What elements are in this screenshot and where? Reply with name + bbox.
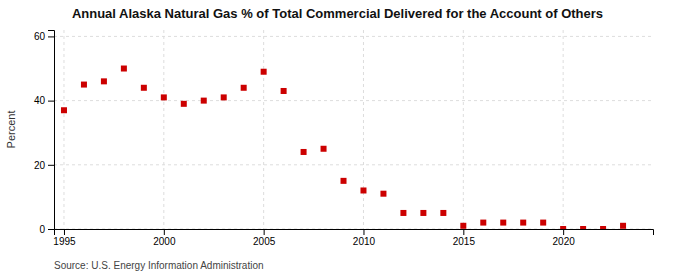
chart: 1995 2000 2005 2010 2015 2020 0 20 40 60 Percent An… xyxy=(0,0,675,275)
x-tick-mark xyxy=(164,229,165,235)
point xyxy=(261,69,267,75)
x-tick-label: 1995 xyxy=(53,236,76,247)
x-tick-label: 2015 xyxy=(453,236,476,247)
y-tick-mark xyxy=(48,229,54,230)
plot: 1995 2000 2005 2010 2015 2020 0 20 40 60 xyxy=(34,30,654,247)
point xyxy=(500,220,506,226)
x-tick-label: 2000 xyxy=(153,236,176,247)
x-tick: 2015 xyxy=(453,229,476,247)
y-axis: 0 20 40 60 xyxy=(34,31,55,235)
grid-line-y xyxy=(54,100,653,101)
y-axis-line xyxy=(48,31,55,230)
y-tick: 20 xyxy=(34,160,54,171)
x-tick: 2005 xyxy=(253,229,276,247)
x-tick: 2000 xyxy=(153,229,176,247)
point xyxy=(620,223,626,229)
grid-line-x xyxy=(63,30,64,229)
point xyxy=(560,226,566,229)
grid-line-x xyxy=(263,30,264,229)
y-tick-mark xyxy=(48,36,54,37)
grid xyxy=(54,30,653,229)
point xyxy=(420,210,426,216)
grid-line-x xyxy=(363,30,364,229)
x-tick-label: 2020 xyxy=(553,236,576,247)
point xyxy=(400,210,406,216)
source-note: Source: U.S. Energy Information Administ… xyxy=(54,260,264,271)
y-tick-label: 40 xyxy=(34,95,46,106)
y-tick-label: 60 xyxy=(34,31,46,42)
y-tick-mark xyxy=(48,165,54,166)
point xyxy=(520,220,526,226)
x-tick-label: 2005 xyxy=(253,236,276,247)
x-tick: 1995 xyxy=(53,229,76,247)
x-tick-mark xyxy=(264,229,265,235)
x-tick-mark xyxy=(463,229,464,235)
point xyxy=(221,94,227,100)
y-tick: 40 xyxy=(34,95,54,106)
point xyxy=(201,98,207,104)
point xyxy=(301,149,307,155)
x-tick-label: 2010 xyxy=(353,236,376,247)
y-tick: 0 xyxy=(39,224,54,235)
x-tick: 2020 xyxy=(553,229,576,247)
y-axis-title: Percent xyxy=(5,111,17,149)
point xyxy=(580,226,586,229)
point xyxy=(380,191,386,197)
x-tick-mark xyxy=(563,229,564,235)
x-axis: 1995 2000 2005 2010 2015 2020 xyxy=(53,229,653,247)
y-tick-label: 0 xyxy=(39,224,45,235)
point xyxy=(161,94,167,100)
point xyxy=(440,210,446,216)
grid-line-x xyxy=(163,30,164,229)
point xyxy=(141,85,147,91)
point xyxy=(101,78,107,84)
points xyxy=(61,66,626,229)
point xyxy=(241,85,247,91)
point xyxy=(281,88,287,94)
point xyxy=(61,107,67,113)
point xyxy=(600,226,606,229)
x-tick-mark xyxy=(64,229,65,235)
grid-line-x xyxy=(563,30,564,229)
grid-line-x xyxy=(463,30,464,229)
point xyxy=(480,220,486,226)
point xyxy=(121,66,127,72)
point xyxy=(360,187,366,193)
point xyxy=(460,223,466,229)
point xyxy=(341,178,347,184)
point xyxy=(321,146,327,152)
point xyxy=(81,82,87,88)
x-tick: 2010 xyxy=(353,229,376,247)
y-tick-mark xyxy=(48,101,54,102)
x-tick-mark xyxy=(363,229,364,235)
x-axis-line xyxy=(55,230,654,236)
point xyxy=(540,220,546,226)
y-tick: 60 xyxy=(34,31,54,42)
title: Annual Alaska Natural Gas % of Total Com… xyxy=(72,6,603,21)
point xyxy=(181,101,187,107)
y-tick-label: 20 xyxy=(34,160,46,171)
